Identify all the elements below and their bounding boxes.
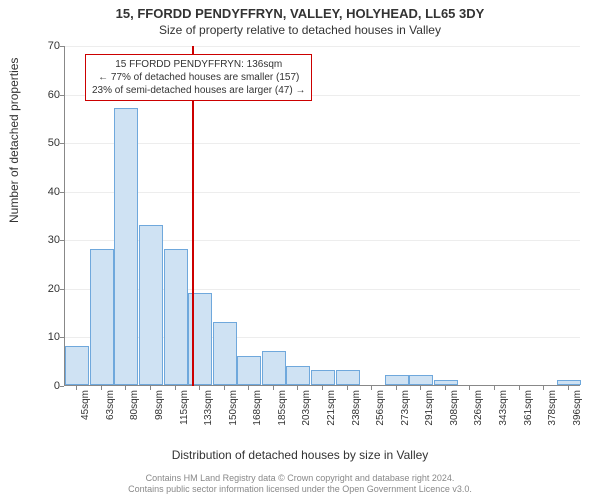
histogram-bar [336,370,360,385]
annotation-box: 15 FFORDD PENDYFFRYN: 136sqm ← 77% of de… [85,54,312,101]
x-tick-label: 343sqm [498,390,509,434]
y-axis-label: Number of detached properties [7,58,21,223]
histogram-bar [385,375,409,385]
y-tick-label: 30 [40,234,60,246]
x-tick-label: 308sqm [449,390,460,434]
y-tick-label: 20 [40,283,60,295]
histogram-bar [65,346,89,385]
histogram-bar [262,351,286,385]
x-tick-label: 185sqm [277,390,288,434]
histogram-bar [114,108,138,385]
x-tick-label: 326sqm [473,390,484,434]
histogram-bar [237,356,261,385]
y-tick-label: 40 [40,186,60,198]
x-tick-label: 98sqm [154,390,165,434]
histogram-bar [286,366,310,385]
histogram-bar [434,380,458,385]
plot-area: 15 FFORDD PENDYFFRYN: 136sqm ← 77% of de… [64,46,580,386]
y-tick-label: 50 [40,137,60,149]
footer-attribution: Contains HM Land Registry data © Crown c… [0,473,600,496]
x-tick-label: 396sqm [572,390,583,434]
x-tick-label: 361sqm [523,390,534,434]
annotation-line3: 23% of semi-detached houses are larger (… [92,84,305,97]
x-tick-label: 133sqm [203,390,214,434]
footer-line2: Contains public sector information licen… [0,484,600,496]
x-tick-label: 291sqm [424,390,435,434]
histogram-bar [90,249,114,385]
chart-subtitle: Size of property relative to detached ho… [0,21,600,37]
histogram-bar [557,380,581,385]
x-tick-label: 256sqm [375,390,386,434]
x-axis-label: Distribution of detached houses by size … [0,448,600,462]
x-tick-label: 45sqm [80,390,91,434]
x-tick-label: 150sqm [228,390,239,434]
y-tick-label: 0 [40,380,60,392]
x-tick-label: 221sqm [326,390,337,434]
chart-title: 15, FFORDD PENDYFFRYN, VALLEY, HOLYHEAD,… [0,0,600,21]
annotation-line2: ← 77% of detached houses are smaller (15… [92,71,305,84]
histogram-bar [164,249,188,385]
x-tick-label: 203sqm [301,390,312,434]
x-tick-label: 115sqm [179,390,190,434]
histogram-bar [139,225,163,385]
y-tick-label: 70 [40,40,60,52]
x-tick-label: 168sqm [252,390,263,434]
histogram-bar [409,375,433,385]
y-tick-label: 10 [40,331,60,343]
chart-container: Number of detached properties 0102030405… [40,46,580,426]
histogram-bar [311,370,335,385]
x-tick-label: 80sqm [129,390,140,434]
x-tick-label: 378sqm [547,390,558,434]
footer-line1: Contains HM Land Registry data © Crown c… [0,473,600,485]
annotation-line1: 15 FFORDD PENDYFFRYN: 136sqm [92,58,305,71]
x-tick-label: 273sqm [400,390,411,434]
histogram-bar [213,322,237,385]
x-tick-label: 238sqm [351,390,362,434]
y-tick-label: 60 [40,89,60,101]
x-tick-label: 63sqm [105,390,116,434]
